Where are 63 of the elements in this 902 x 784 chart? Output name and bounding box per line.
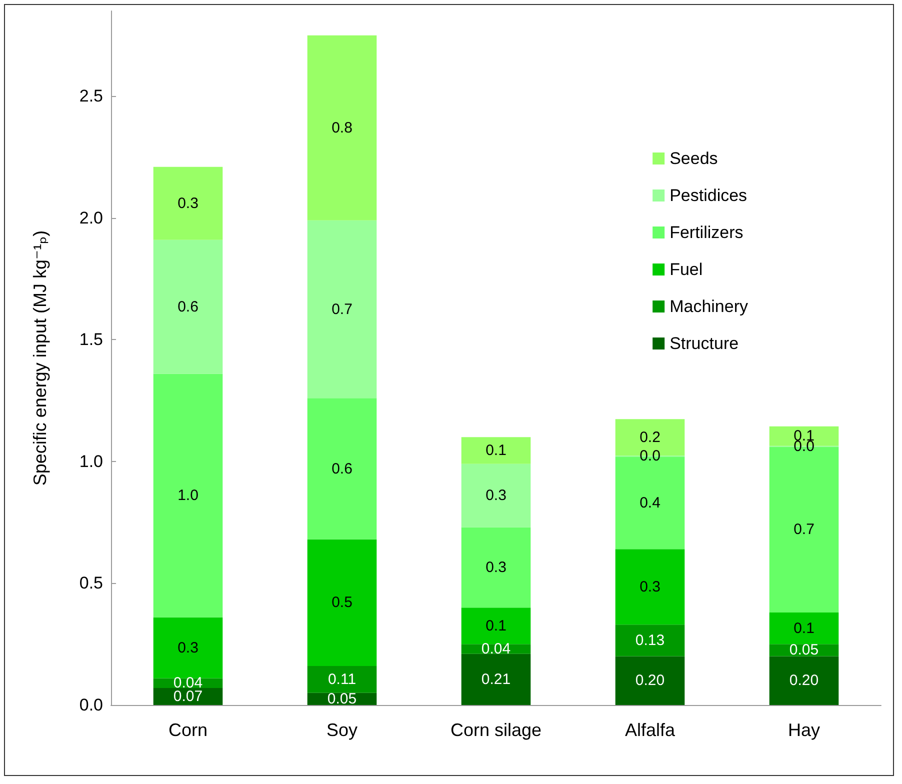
data-label: 1.0 xyxy=(178,487,198,504)
x-tick-label: Corn xyxy=(168,720,208,740)
data-label: 0.7 xyxy=(332,300,352,318)
bar xyxy=(615,624,685,656)
bar xyxy=(769,612,839,644)
data-label: 0.20 xyxy=(635,672,665,690)
bar xyxy=(769,656,839,705)
data-label: 0.4 xyxy=(640,494,660,512)
bar xyxy=(153,617,223,678)
x-tick-label: Alfalfa xyxy=(624,720,676,740)
bar xyxy=(461,608,531,644)
y-tick-label: 2.5 xyxy=(79,86,103,106)
y-tick-label: 1.0 xyxy=(79,452,103,471)
data-label: 0.1 xyxy=(486,442,506,460)
bar xyxy=(307,220,377,398)
bar xyxy=(461,437,531,464)
data-label: 0.0 xyxy=(640,448,660,465)
data-label: 0.2 xyxy=(640,428,660,446)
data-label: 0.13 xyxy=(635,632,665,649)
legend-label: Seeds xyxy=(670,149,718,168)
data-label: 0.05 xyxy=(789,642,819,659)
legend-label: Machinery xyxy=(670,297,748,316)
y-tick-label: 0.5 xyxy=(79,574,103,593)
data-label: 0.3 xyxy=(178,639,198,656)
x-tick-label: Corn silage xyxy=(450,720,542,740)
data-label: 0.20 xyxy=(789,672,819,690)
y-tick-label: 0.0 xyxy=(79,696,103,714)
y-tick-label: 1.5 xyxy=(79,330,103,350)
bar xyxy=(461,464,531,528)
data-label: 0.3 xyxy=(178,194,198,212)
bar xyxy=(153,374,223,618)
data-label: 0.1 xyxy=(486,617,506,634)
legend-label: Fertilizers xyxy=(670,223,744,242)
bar xyxy=(307,666,377,693)
legend-label: Structure xyxy=(670,334,739,353)
data-label: 0.7 xyxy=(794,521,814,538)
data-label: 0.6 xyxy=(178,298,198,316)
bar xyxy=(153,240,223,374)
data-label: 0.3 xyxy=(640,578,660,596)
data-label: 0.05 xyxy=(327,690,357,708)
x-tick-label: Hay xyxy=(788,720,820,740)
data-label: 0.3 xyxy=(486,558,506,576)
data-label: 0.8 xyxy=(332,119,352,136)
bar xyxy=(153,166,223,240)
y-tick-label: 2.0 xyxy=(79,208,103,228)
data-label: 0.04 xyxy=(481,640,511,658)
x-tick-label: Soy xyxy=(326,720,358,740)
legend-label: Pestidices xyxy=(670,186,748,205)
bar xyxy=(615,549,685,625)
data-label: 0.11 xyxy=(328,670,356,688)
y-axis-title: Specific energy input (MJ kg⁻¹ₚ) xyxy=(30,230,50,486)
data-label: 0.6 xyxy=(332,460,352,478)
bar xyxy=(307,539,377,666)
bar xyxy=(461,654,531,705)
data-label: 0.5 xyxy=(332,594,352,612)
bar xyxy=(615,656,685,705)
bar xyxy=(461,527,531,608)
data-label: 0.21 xyxy=(481,670,511,688)
data-label: 0.1 xyxy=(794,620,814,637)
bar xyxy=(307,35,377,220)
data-label: 0.3 xyxy=(486,487,506,504)
legend-label: Fuel xyxy=(670,260,703,279)
bar xyxy=(307,398,377,540)
